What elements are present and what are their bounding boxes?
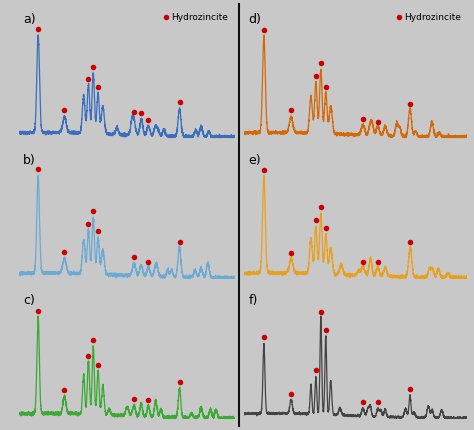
Legend: Hydrozincite: Hydrozincite bbox=[163, 11, 230, 24]
Legend: Hydrozincite: Hydrozincite bbox=[395, 11, 462, 24]
Text: b): b) bbox=[23, 154, 36, 167]
Text: d): d) bbox=[248, 13, 262, 26]
Text: f): f) bbox=[248, 294, 258, 307]
Text: e): e) bbox=[248, 154, 261, 167]
Text: a): a) bbox=[23, 13, 36, 26]
Text: c): c) bbox=[23, 294, 35, 307]
